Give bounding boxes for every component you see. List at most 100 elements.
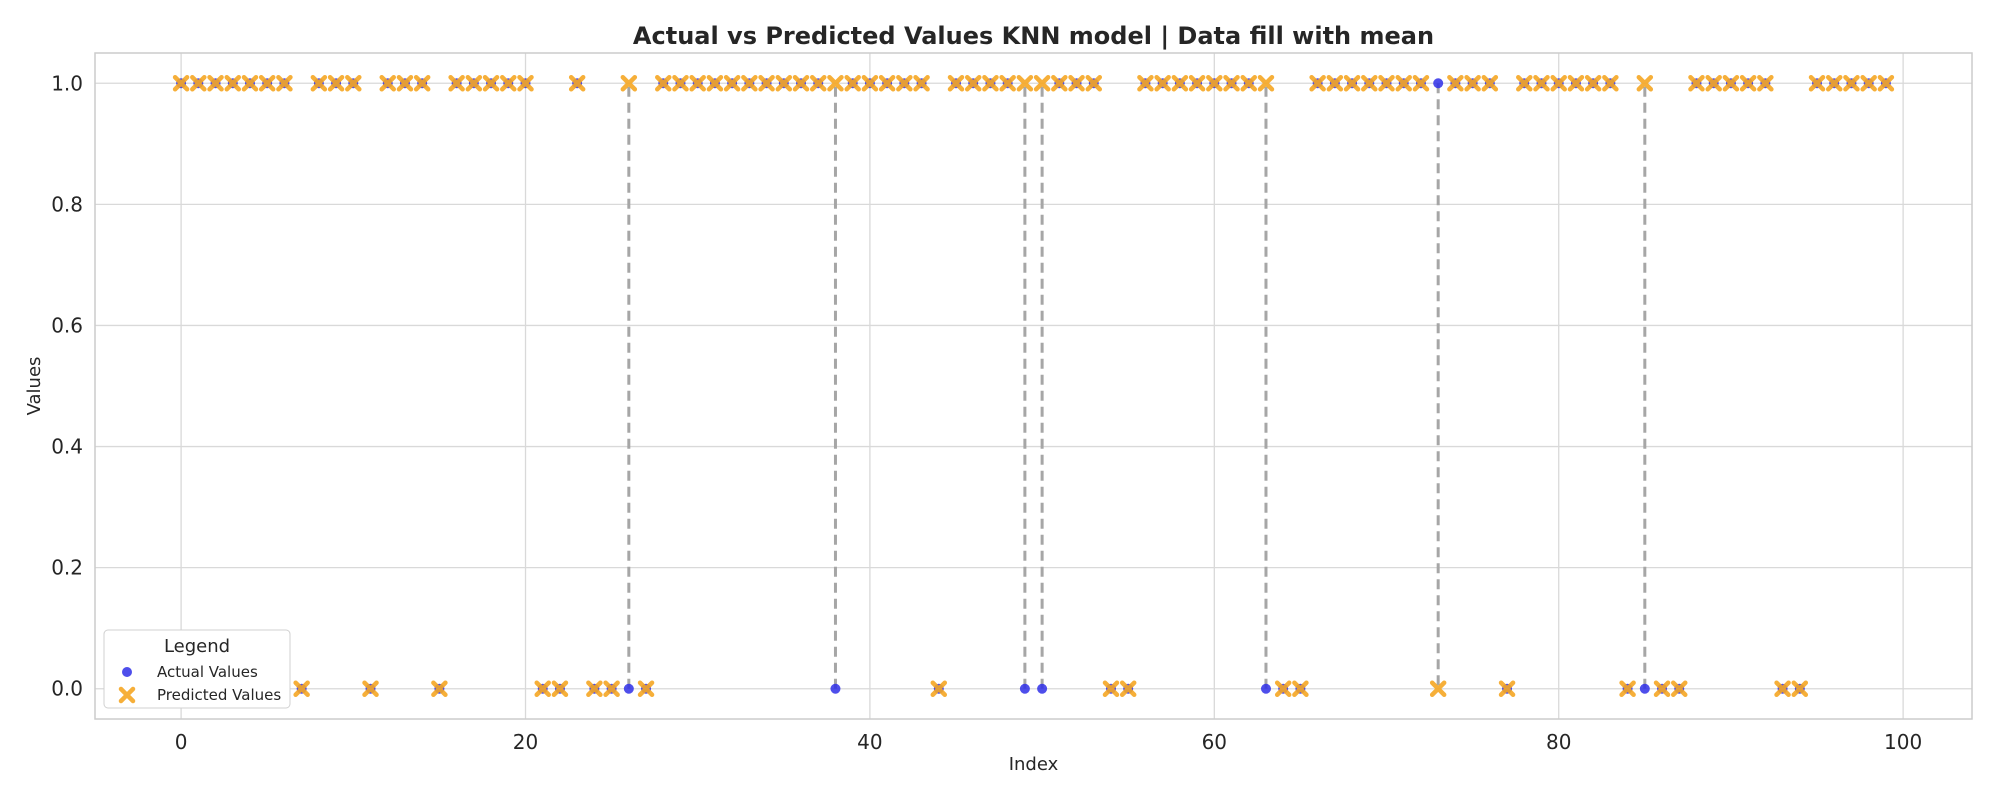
- x-tick-label: 100: [1884, 730, 1922, 754]
- predicted-point: [1464, 75, 1481, 92]
- predicted-point: [1533, 75, 1550, 92]
- predicted-point: [1033, 75, 1051, 92]
- predicted-point: [1378, 75, 1395, 92]
- actual-point: [1639, 683, 1650, 694]
- predicted-point: [362, 680, 379, 697]
- predicted-point: [1636, 75, 1654, 92]
- predicted-point: [1688, 75, 1705, 92]
- predicted-point: [431, 680, 448, 697]
- predicted-point: [517, 75, 534, 92]
- legend-marker-actual: [122, 667, 132, 677]
- predicted-point: [1567, 75, 1585, 92]
- predicted-point: [1757, 75, 1774, 92]
- predicted-point: [1550, 75, 1567, 92]
- predicted-point: [207, 75, 224, 92]
- predicted-point: [1395, 75, 1412, 92]
- predicted-point: [689, 75, 706, 92]
- predicted-point: [913, 75, 930, 92]
- predicted-point: [293, 680, 310, 697]
- predicted-point: [1119, 680, 1137, 697]
- predicted-point: [1739, 75, 1757, 92]
- predicted-point: [379, 75, 396, 92]
- predicted-point: [1154, 75, 1171, 92]
- predicted-point: [276, 75, 293, 92]
- legend: Legend Actual Values Predicted Values: [103, 629, 291, 709]
- y-tick-label: 0.0: [51, 677, 83, 701]
- predicted-point: [551, 680, 569, 697]
- predicted-point: [1016, 75, 1034, 92]
- predicted-point: [1223, 75, 1240, 92]
- legend-label: Predicted Values: [157, 686, 281, 704]
- predicted-point: [1102, 680, 1120, 697]
- predicted-point: [1240, 75, 1257, 92]
- predicted-point: [1412, 75, 1430, 92]
- predicted-point: [1361, 75, 1378, 92]
- data-points: [172, 75, 1895, 697]
- predicted-point: [241, 75, 259, 92]
- predicted-point: [1619, 680, 1636, 697]
- predicted-point: [1791, 680, 1809, 697]
- predicted-point: [1343, 75, 1361, 92]
- predicted-point: [258, 75, 276, 92]
- predicted-point: [603, 680, 620, 697]
- actual-point: [1433, 78, 1444, 89]
- predicted-point: [1722, 75, 1740, 92]
- legend-box: [103, 629, 291, 709]
- predicted-point: [827, 75, 844, 92]
- x-tick-label: 20: [513, 730, 538, 754]
- predicted-point: [1825, 75, 1843, 92]
- plot-frame: [94, 52, 1973, 720]
- predicted-point: [861, 75, 879, 92]
- predicted-point: [413, 75, 431, 92]
- predicted-point: [637, 680, 655, 697]
- legend-label: Actual Values: [157, 663, 258, 681]
- predicted-point: [672, 75, 689, 92]
- predicted-point: [190, 75, 207, 92]
- predicted-point: [586, 680, 603, 697]
- predicted-point: [1257, 75, 1275, 92]
- predicted-point: [1602, 75, 1619, 92]
- predicted-point: [224, 75, 242, 92]
- predicted-point: [1051, 75, 1068, 92]
- predicted-point: [1653, 680, 1671, 697]
- predicted-point: [1447, 75, 1464, 92]
- predicted-point: [775, 75, 793, 92]
- predicted-point: [1429, 680, 1447, 697]
- predicted-point: [706, 75, 724, 92]
- predicted-point: [723, 75, 741, 92]
- predicted-point: [500, 75, 517, 92]
- predicted-point: [1481, 75, 1499, 92]
- predicted-point: [758, 75, 775, 92]
- actual-point: [1037, 683, 1048, 694]
- predicted-point: [930, 680, 948, 697]
- predicted-point: [172, 75, 190, 92]
- predicted-point: [327, 75, 345, 92]
- predicted-point: [1516, 75, 1533, 92]
- difference-lines: [627, 83, 1647, 689]
- y-tick-label: 0.4: [51, 435, 83, 459]
- legend-items: Actual Values Predicted Values: [118, 663, 281, 704]
- actual-point: [830, 683, 841, 694]
- grid: [95, 53, 1972, 719]
- predicted-point: [844, 75, 861, 92]
- predicted-point: [947, 75, 965, 92]
- x-tick-label: 0: [175, 730, 188, 754]
- predicted-point: [345, 75, 362, 92]
- predicted-point: [741, 75, 758, 92]
- predicted-point: [1584, 75, 1602, 92]
- predicted-point: [1498, 680, 1516, 697]
- predicted-point: [1843, 75, 1860, 92]
- y-tick-label: 0.2: [51, 556, 83, 580]
- predicted-point: [1326, 75, 1344, 92]
- predicted-point: [482, 75, 500, 92]
- actual-point: [1019, 683, 1030, 694]
- x-tick-label: 80: [1546, 730, 1571, 754]
- predicted-point: [1705, 75, 1722, 92]
- predicted-point: [620, 75, 638, 92]
- predicted-point: [1671, 680, 1688, 697]
- predicted-point: [1808, 75, 1826, 92]
- predicted-point: [999, 75, 1016, 92]
- predicted-point: [448, 75, 465, 92]
- actual-point: [623, 683, 634, 694]
- chart-title: Actual vs Predicted Values KNN model | D…: [633, 22, 1434, 50]
